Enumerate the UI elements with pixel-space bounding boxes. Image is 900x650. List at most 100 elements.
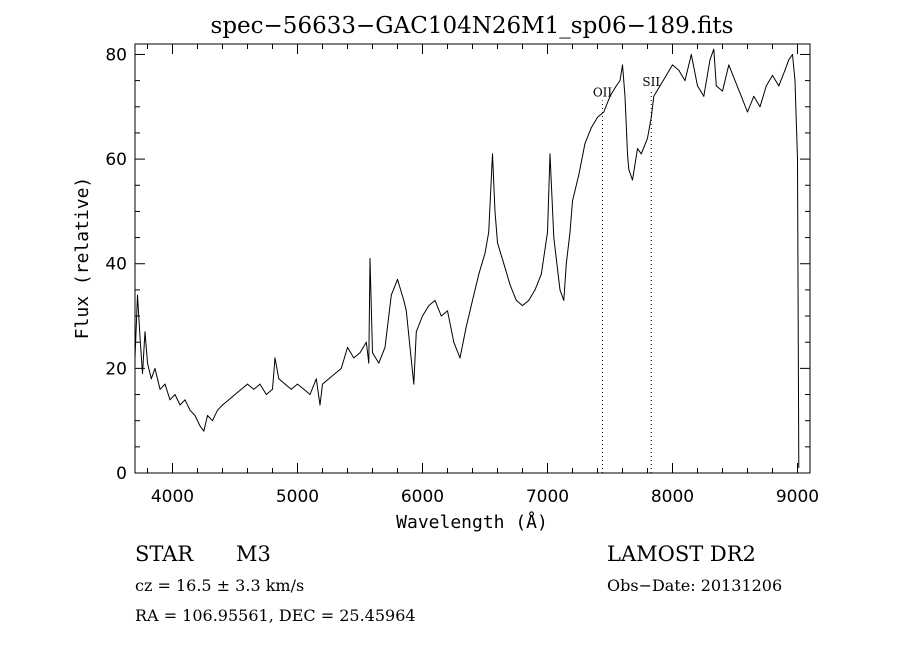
spectrum-point [403, 299, 405, 301]
spectrum-point [290, 388, 292, 390]
spectrum-point [684, 80, 686, 82]
spectrum-point [627, 153, 628, 155]
spectrum-series-0 [134, 48, 800, 468]
spectrum-point [309, 394, 311, 395]
spectrum-point [164, 383, 166, 385]
spectrum-point [534, 289, 536, 291]
spectrum-point [515, 299, 517, 301]
spectrum-point [397, 279, 398, 280]
spectrum-point [378, 362, 380, 364]
spectrum-point [240, 388, 242, 390]
spectrum-point [747, 111, 748, 113]
spectrum-point [434, 299, 436, 301]
spectrum-point [139, 336, 141, 338]
spectrum-point [390, 294, 392, 296]
spectrum-point [647, 137, 648, 139]
spectrum-point [272, 388, 273, 390]
spectrum-point [315, 378, 317, 380]
spectrum-point [492, 153, 493, 155]
spectrum-point [154, 367, 156, 369]
spectrum-point [653, 95, 655, 97]
y-tick-label: 60 [105, 150, 127, 170]
spectrum-point [540, 273, 542, 275]
spectrum-point [472, 299, 473, 301]
spectrum-point [359, 352, 361, 354]
spectrum-point [413, 383, 415, 385]
spectrum-point [734, 80, 736, 82]
spectrum-point [259, 383, 261, 385]
spectrum-point [728, 64, 730, 66]
spectrum-point [584, 143, 586, 144]
spectrum-point [640, 153, 642, 155]
spectrum-point [637, 148, 638, 150]
spectrum-point [405, 310, 407, 312]
object-class: STAR [135, 542, 194, 566]
spectrum-point [697, 85, 698, 87]
spectrum-point [715, 85, 717, 87]
spectrum-point [203, 430, 205, 432]
spectrum-point [797, 158, 798, 160]
spectrum-point [453, 341, 455, 343]
spectrum-point [465, 326, 467, 327]
x-tick-label: 4000 [151, 487, 194, 507]
spectrum-point [365, 341, 367, 343]
spectrum-point [713, 48, 715, 50]
spectrum-point [522, 305, 523, 306]
x-tick-label: 9000 [776, 487, 819, 507]
spectrum-point [265, 394, 267, 395]
y-axis-label: Flux (relative) [72, 177, 93, 340]
spectrum-point [678, 69, 680, 71]
spectrum-point [228, 399, 230, 401]
spectrum-point [322, 383, 323, 385]
spectrum-point [765, 85, 767, 87]
spectrum-point [353, 357, 355, 359]
object-subclass: M3 [236, 542, 271, 566]
spectrum-point [615, 85, 617, 87]
spectrum-point [199, 425, 201, 427]
spectrum-point [334, 373, 336, 374]
spectrum-point [509, 284, 511, 286]
spectrum-point [284, 383, 286, 385]
spectrum-point [798, 467, 800, 469]
spectrum-point [144, 331, 146, 333]
y-tick-label: 80 [105, 45, 127, 65]
spectrum-point [174, 394, 176, 395]
coordinates: RA = 106.95561, DEC = 25.45964 [135, 606, 416, 625]
spectrum-point [632, 179, 633, 181]
spectrum-point [159, 388, 161, 390]
spectrum-point [297, 383, 298, 385]
spectrum-point [488, 231, 490, 233]
spectrum-point [578, 174, 580, 176]
spectrum-point [690, 54, 692, 55]
spectrum-point [415, 331, 417, 333]
spectrum-point [194, 415, 196, 416]
x-tick-label: 8000 [651, 487, 694, 507]
spectrum-point [459, 357, 461, 359]
spectrum-point [328, 378, 330, 380]
spectrum-point [624, 95, 626, 97]
spectrum-point [622, 64, 623, 66]
spectrum-point [150, 378, 152, 380]
spectrum-point [792, 54, 793, 55]
spectrum-point [497, 242, 498, 244]
spectrum-point [372, 352, 373, 354]
spectrum-point [274, 357, 276, 359]
spectrum-point [528, 299, 530, 301]
spectrum-point [784, 69, 786, 71]
spectrum-point [672, 64, 673, 66]
x-tick-label: 6000 [401, 487, 444, 507]
spectrum-point [559, 289, 561, 291]
spectrum-point [740, 95, 742, 97]
spectrum-point [409, 347, 411, 348]
spectrum-point [753, 95, 755, 97]
y-tick-label: 20 [105, 359, 127, 379]
spectrum-point [234, 394, 236, 395]
spectrum-point [134, 357, 136, 359]
spectrum-point [137, 294, 138, 296]
spectrum-point [147, 362, 148, 364]
spectrum-point [422, 315, 423, 317]
spectrum-point [759, 106, 761, 108]
line-label-sii: SII [642, 75, 660, 89]
spectrum-point [609, 95, 611, 97]
